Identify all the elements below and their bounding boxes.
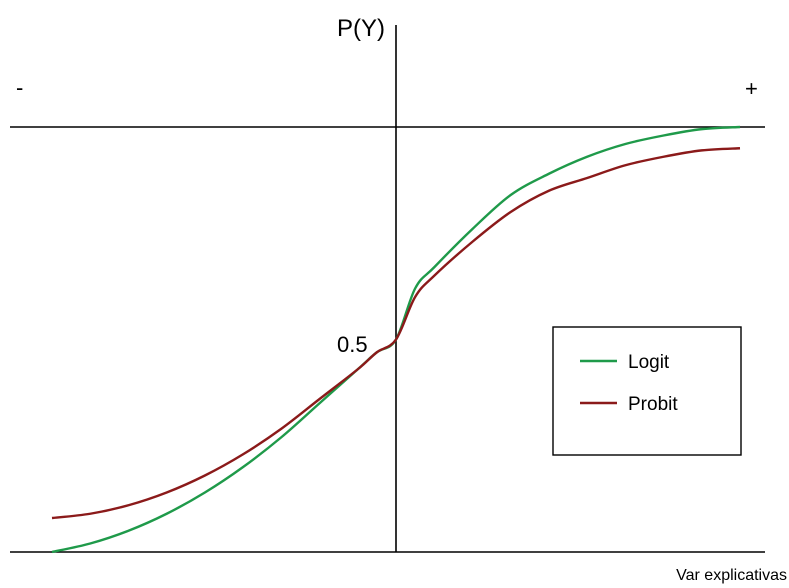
series-line-probit [51, 147, 741, 520]
negative-sign-label: - [16, 75, 23, 100]
legend: Logit Probit [552, 326, 742, 456]
y-axis-label: P(Y) [337, 15, 385, 42]
positive-sign-label: + [745, 76, 758, 101]
legend-box [552, 326, 742, 456]
legend-label-logit: Logit [628, 352, 670, 373]
legend-label-probit: Probit [628, 394, 678, 415]
x-axis-label: Var explicativas [676, 567, 787, 584]
series-layer [51, 125, 741, 554]
midpoint-tick-label: 0.5 [337, 332, 368, 357]
